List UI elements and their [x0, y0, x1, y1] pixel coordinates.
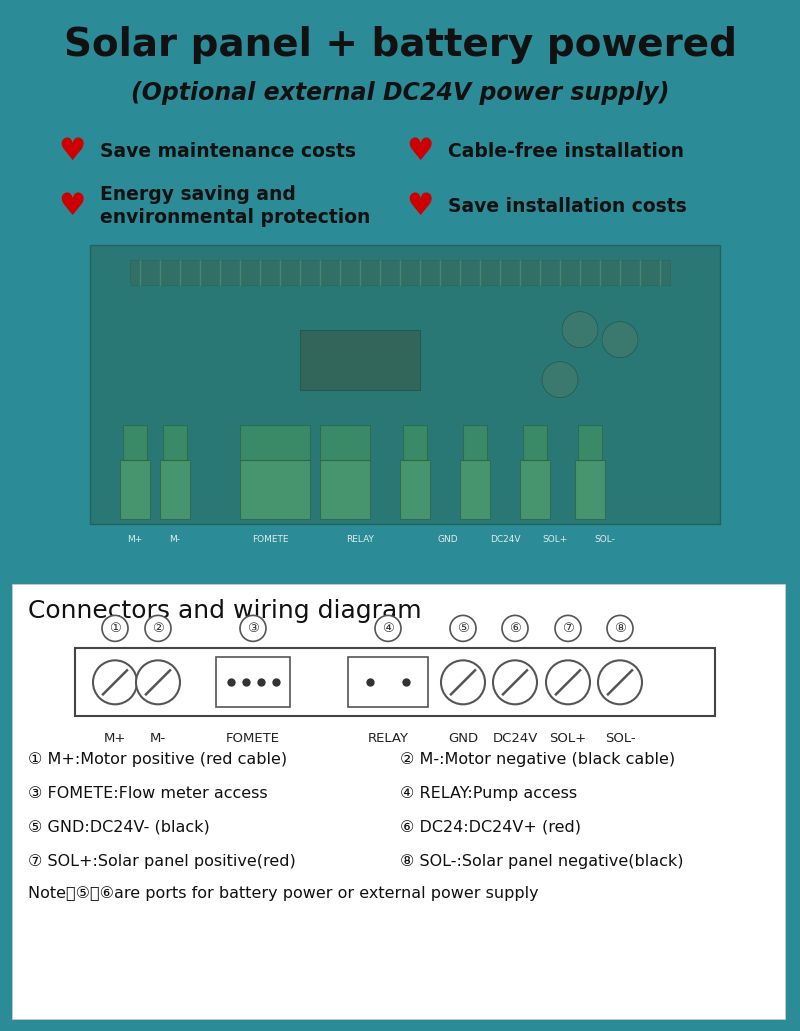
- FancyBboxPatch shape: [120, 460, 150, 520]
- Text: M+: M+: [104, 732, 126, 745]
- Circle shape: [607, 616, 633, 641]
- Circle shape: [145, 616, 171, 641]
- Text: FOMETE: FOMETE: [226, 732, 280, 745]
- Text: Save installation costs: Save installation costs: [448, 197, 686, 217]
- FancyBboxPatch shape: [575, 460, 605, 520]
- Text: Cable-free installation: Cable-free installation: [448, 142, 684, 161]
- FancyBboxPatch shape: [400, 460, 430, 520]
- Text: M-: M-: [150, 732, 166, 745]
- Text: ⑧: ⑧: [614, 622, 626, 635]
- Text: ♥: ♥: [406, 137, 434, 166]
- Circle shape: [240, 616, 266, 641]
- FancyBboxPatch shape: [578, 425, 602, 460]
- Text: DC24V: DC24V: [492, 732, 538, 745]
- FancyBboxPatch shape: [163, 425, 187, 460]
- Text: Energy saving and: Energy saving and: [100, 186, 296, 204]
- Text: SOL+: SOL+: [550, 732, 586, 745]
- Circle shape: [602, 322, 638, 358]
- Bar: [216, 658, 290, 707]
- Circle shape: [136, 660, 180, 704]
- Circle shape: [546, 660, 590, 704]
- FancyBboxPatch shape: [523, 425, 547, 460]
- Bar: [75, 648, 715, 717]
- FancyBboxPatch shape: [160, 460, 190, 520]
- Circle shape: [102, 616, 128, 641]
- Text: ④ RELAY:Pump access: ④ RELAY:Pump access: [400, 786, 577, 801]
- Text: RELAY: RELAY: [346, 535, 374, 544]
- Text: ①: ①: [109, 622, 121, 635]
- Text: ② M-:Motor negative (black cable): ② M-:Motor negative (black cable): [400, 752, 675, 767]
- Text: GND: GND: [438, 535, 458, 544]
- Text: ③: ③: [247, 622, 259, 635]
- Text: ⑤ GND:DC24V- (black): ⑤ GND:DC24V- (black): [28, 820, 210, 835]
- Bar: [348, 658, 428, 707]
- Text: ③ FOMETE:Flow meter access: ③ FOMETE:Flow meter access: [28, 786, 268, 801]
- Text: M+: M+: [127, 535, 142, 544]
- Text: RELAY: RELAY: [367, 732, 409, 745]
- FancyBboxPatch shape: [520, 460, 550, 520]
- Circle shape: [542, 362, 578, 398]
- Text: (Optional external DC24V power supply): (Optional external DC24V power supply): [131, 80, 669, 105]
- Text: Connectors and wiring diagram: Connectors and wiring diagram: [28, 599, 422, 624]
- FancyBboxPatch shape: [90, 244, 720, 525]
- Circle shape: [375, 616, 401, 641]
- Circle shape: [93, 660, 137, 704]
- FancyBboxPatch shape: [403, 425, 427, 460]
- Text: ⑦ SOL+:Solar panel positive(red): ⑦ SOL+:Solar panel positive(red): [28, 854, 296, 869]
- FancyBboxPatch shape: [130, 260, 670, 285]
- FancyBboxPatch shape: [320, 425, 370, 460]
- Text: ②: ②: [152, 622, 164, 635]
- Circle shape: [493, 660, 537, 704]
- FancyBboxPatch shape: [240, 460, 310, 520]
- FancyBboxPatch shape: [460, 460, 490, 520]
- Circle shape: [502, 616, 528, 641]
- Text: Solar panel + battery powered: Solar panel + battery powered: [63, 26, 737, 64]
- Text: GND: GND: [448, 732, 478, 745]
- Circle shape: [450, 616, 476, 641]
- Circle shape: [441, 660, 485, 704]
- FancyBboxPatch shape: [300, 330, 420, 390]
- Circle shape: [598, 660, 642, 704]
- Text: ⑥: ⑥: [509, 622, 521, 635]
- Text: ⑤: ⑤: [457, 622, 469, 635]
- Text: ♥: ♥: [406, 193, 434, 222]
- Text: ♥: ♥: [58, 137, 86, 166]
- Text: environmental protection: environmental protection: [100, 208, 370, 227]
- FancyBboxPatch shape: [320, 460, 370, 520]
- Circle shape: [562, 311, 598, 347]
- Text: SOL+: SOL+: [542, 535, 568, 544]
- Text: M-: M-: [170, 535, 181, 544]
- Text: ♥: ♥: [58, 193, 86, 222]
- Text: DC24V: DC24V: [490, 535, 520, 544]
- Text: ④: ④: [382, 622, 394, 635]
- Text: ⑦: ⑦: [562, 622, 574, 635]
- Text: SOL-: SOL-: [605, 732, 635, 745]
- Text: ① M+:Motor positive (red cable): ① M+:Motor positive (red cable): [28, 752, 287, 767]
- Text: ⑥ DC24:DC24V+ (red): ⑥ DC24:DC24V+ (red): [400, 820, 581, 835]
- Text: ⑧ SOL-:Solar panel negative(black): ⑧ SOL-:Solar panel negative(black): [400, 854, 683, 869]
- FancyBboxPatch shape: [240, 425, 310, 460]
- Text: SOL-: SOL-: [594, 535, 615, 544]
- FancyBboxPatch shape: [463, 425, 487, 460]
- Text: FOMETE: FOMETE: [252, 535, 288, 544]
- Text: Save maintenance costs: Save maintenance costs: [100, 142, 356, 161]
- Circle shape: [555, 616, 581, 641]
- FancyBboxPatch shape: [123, 425, 147, 460]
- Text: Note：⑤、⑥are ports for battery power or external power supply: Note：⑤、⑥are ports for battery power or e…: [28, 886, 538, 901]
